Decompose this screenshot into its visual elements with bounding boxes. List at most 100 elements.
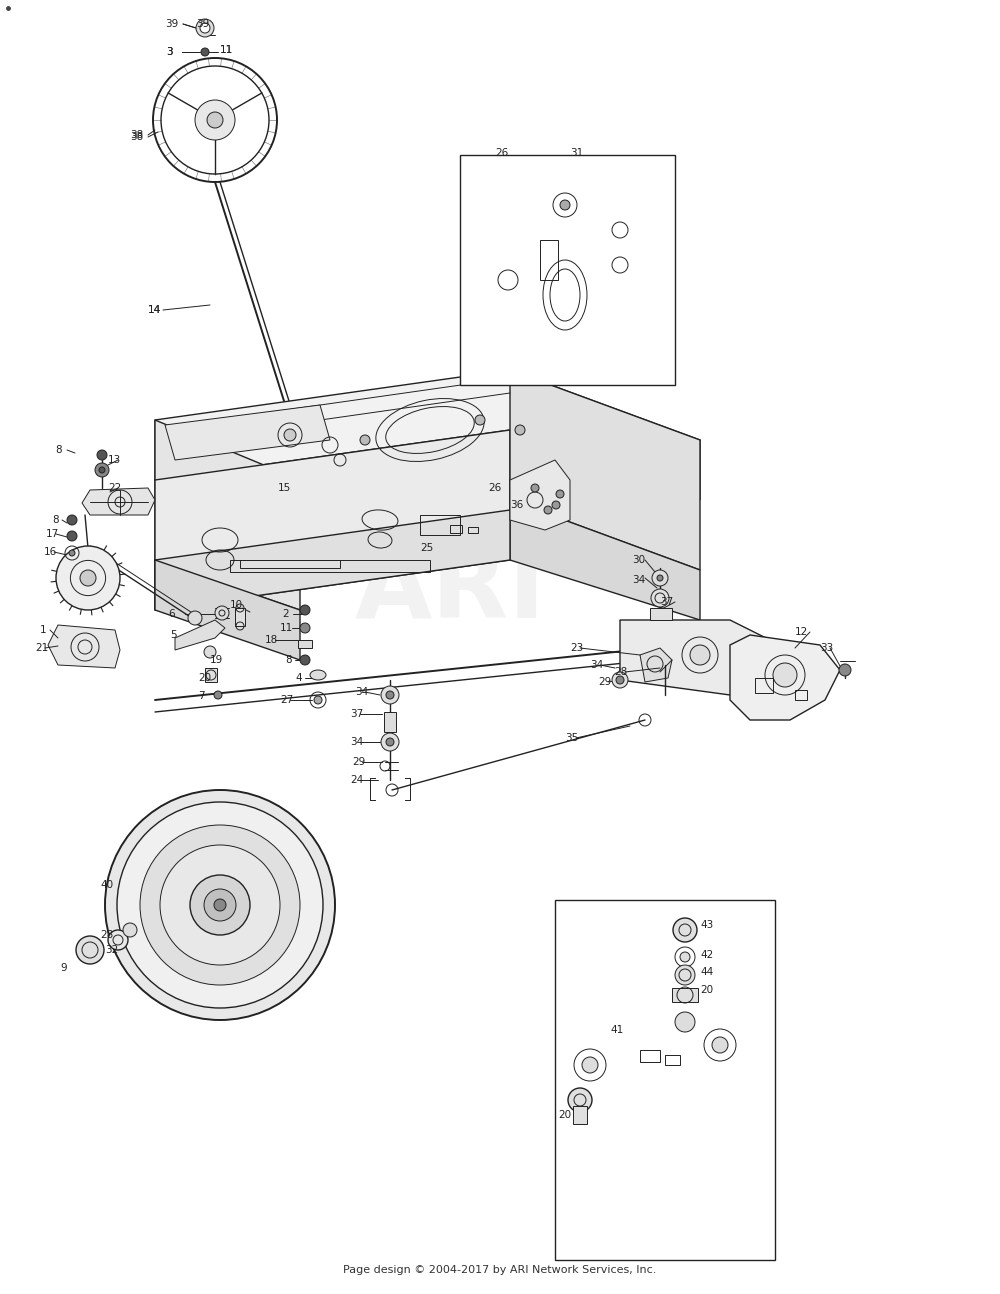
- Circle shape: [675, 1012, 695, 1033]
- Text: 24: 24: [350, 775, 363, 785]
- Text: 13: 13: [108, 455, 121, 465]
- Bar: [665, 1055, 680, 1065]
- Circle shape: [67, 531, 77, 541]
- Text: 20: 20: [700, 985, 713, 995]
- Polygon shape: [82, 488, 155, 515]
- Text: 43: 43: [700, 920, 713, 930]
- Circle shape: [552, 501, 560, 509]
- Circle shape: [67, 515, 77, 525]
- Circle shape: [188, 611, 202, 625]
- Circle shape: [201, 48, 209, 56]
- Text: 33: 33: [820, 643, 833, 653]
- Circle shape: [675, 965, 695, 985]
- Text: 14: 14: [148, 305, 161, 314]
- Circle shape: [652, 569, 668, 586]
- Text: 19: 19: [210, 655, 223, 665]
- Circle shape: [195, 100, 235, 140]
- Text: 1: 1: [40, 625, 47, 635]
- Text: 37: 37: [350, 709, 363, 719]
- Bar: [650, 608, 672, 620]
- Text: 17: 17: [46, 529, 59, 540]
- Bar: [672, 989, 698, 1002]
- Text: 42: 42: [700, 950, 713, 960]
- Text: 34: 34: [350, 738, 363, 747]
- Text: 34: 34: [590, 660, 603, 670]
- Circle shape: [568, 1088, 592, 1112]
- Text: 3: 3: [166, 47, 173, 57]
- Text: 2: 2: [282, 609, 289, 619]
- Bar: [795, 690, 807, 700]
- Text: 6: 6: [168, 609, 175, 619]
- Text: 28: 28: [100, 930, 113, 939]
- Text: 39: 39: [196, 19, 209, 28]
- Circle shape: [773, 663, 797, 687]
- Text: 14: 14: [148, 305, 161, 314]
- Circle shape: [300, 622, 310, 633]
- Text: 30: 30: [632, 555, 645, 565]
- Circle shape: [140, 826, 300, 985]
- Circle shape: [690, 644, 710, 665]
- Polygon shape: [730, 635, 840, 719]
- Circle shape: [204, 889, 236, 921]
- Polygon shape: [155, 560, 300, 660]
- Text: 4: 4: [295, 673, 302, 683]
- Polygon shape: [175, 620, 225, 650]
- Polygon shape: [155, 510, 510, 609]
- Circle shape: [475, 415, 485, 424]
- Text: 12: 12: [795, 628, 808, 637]
- Ellipse shape: [310, 670, 326, 681]
- Circle shape: [314, 696, 322, 704]
- Circle shape: [214, 899, 226, 911]
- Text: 29: 29: [352, 757, 365, 767]
- Text: 29: 29: [598, 677, 611, 687]
- Bar: [555, 901, 775, 1260]
- Circle shape: [712, 1036, 728, 1053]
- Polygon shape: [165, 405, 330, 459]
- Circle shape: [123, 923, 137, 937]
- Text: 16: 16: [44, 547, 57, 556]
- Circle shape: [515, 424, 525, 435]
- Text: 3: 3: [166, 47, 173, 57]
- Text: 20: 20: [558, 1110, 571, 1121]
- Text: ARI: ARI: [354, 541, 546, 638]
- Circle shape: [300, 606, 310, 615]
- Text: 23: 23: [570, 643, 583, 653]
- Polygon shape: [640, 648, 672, 682]
- Circle shape: [95, 463, 109, 477]
- Text: 35: 35: [565, 732, 578, 743]
- Text: 22: 22: [108, 483, 121, 493]
- Circle shape: [544, 506, 552, 514]
- Circle shape: [99, 467, 105, 474]
- Bar: [640, 1049, 660, 1062]
- Circle shape: [196, 19, 214, 38]
- Polygon shape: [472, 175, 660, 365]
- Text: 15: 15: [278, 483, 291, 493]
- Text: 11: 11: [220, 45, 233, 56]
- Text: 34: 34: [632, 575, 645, 585]
- Polygon shape: [48, 625, 120, 668]
- Text: 36: 36: [510, 499, 523, 510]
- Bar: [384, 712, 396, 732]
- Bar: [235, 608, 245, 626]
- Polygon shape: [620, 620, 780, 695]
- Text: 26: 26: [488, 483, 501, 493]
- Bar: [240, 560, 340, 568]
- Text: 21: 21: [35, 643, 48, 653]
- Bar: [573, 1106, 587, 1124]
- Circle shape: [386, 738, 394, 747]
- Circle shape: [190, 875, 250, 936]
- Text: 38: 38: [130, 132, 143, 142]
- Circle shape: [284, 430, 296, 441]
- Text: 31: 31: [570, 148, 583, 158]
- Text: Page design © 2004-2017 by ARI Network Services, Inc.: Page design © 2004-2017 by ARI Network S…: [343, 1266, 657, 1275]
- Circle shape: [160, 845, 280, 965]
- Circle shape: [97, 450, 107, 459]
- Circle shape: [207, 113, 223, 128]
- Circle shape: [582, 1057, 598, 1073]
- Bar: [420, 515, 460, 534]
- Polygon shape: [155, 430, 510, 609]
- Text: 11: 11: [280, 622, 293, 633]
- Text: 25: 25: [420, 543, 433, 553]
- Text: 34: 34: [355, 687, 368, 697]
- Text: 28: 28: [614, 666, 627, 677]
